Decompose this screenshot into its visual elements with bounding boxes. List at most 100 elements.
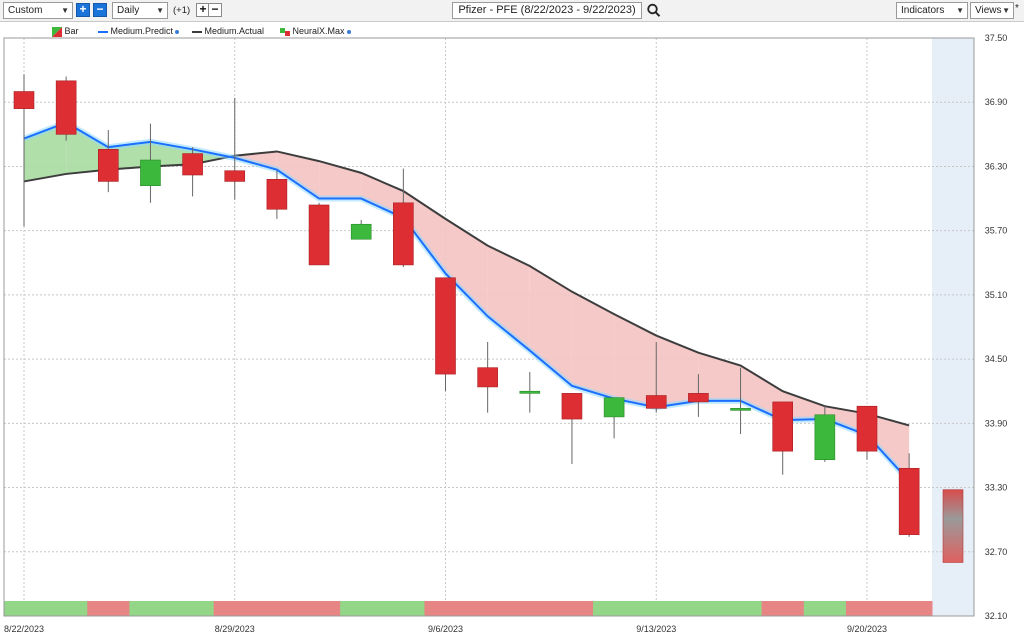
line-legend-icon xyxy=(98,30,108,33)
legend-item-bar[interactable]: Bar xyxy=(52,24,79,38)
neuralx-segment xyxy=(382,601,425,616)
candle-body xyxy=(772,401,794,452)
x-tick-label: 9/20/2023 xyxy=(847,624,887,634)
neuralx-segment xyxy=(803,601,847,616)
neuralx-segment xyxy=(550,601,594,616)
fill-predict-below xyxy=(782,391,825,421)
neuralx-segment xyxy=(424,601,468,616)
candle-body xyxy=(898,467,920,535)
neuralx-segment xyxy=(593,601,636,616)
candle-body xyxy=(13,91,35,109)
fill-predict-below xyxy=(656,335,699,408)
range-select-value: Custom xyxy=(8,5,43,16)
chart-title: Pfizer - PFE (8/22/2023 - 9/22/2023) xyxy=(452,2,642,19)
interval-select[interactable]: Daily ▼ xyxy=(112,2,168,19)
candle-body xyxy=(730,408,751,411)
fill-predict-below xyxy=(740,365,783,421)
plot-area xyxy=(4,38,974,616)
y-tick-label: 36.30 xyxy=(985,161,1008,171)
zoom-in-button[interactable]: + xyxy=(76,3,90,17)
fill-predict-below xyxy=(867,413,910,482)
neuralx-segment xyxy=(719,601,763,616)
y-tick-label: 37.50 xyxy=(985,33,1008,43)
candle-body xyxy=(55,80,77,135)
neuralx-segment xyxy=(677,601,720,616)
legend-item-actual[interactable]: Medium.Actual xyxy=(192,24,264,38)
offset-minus-button[interactable]: − xyxy=(208,3,222,17)
neuralx-segment xyxy=(466,601,510,616)
indicators-select[interactable]: Indicators ▼ xyxy=(896,2,968,19)
fill-predict-above xyxy=(66,122,109,174)
legend-item-neuralx[interactable]: NeuralX.Max xyxy=(280,24,351,38)
candle-body xyxy=(224,170,246,182)
line-legend-icon xyxy=(192,30,202,33)
pin-icon[interactable]: * xyxy=(1015,3,1019,14)
fill-predict-below xyxy=(403,191,446,274)
candle-body xyxy=(393,202,414,266)
neuralx-segment xyxy=(4,601,46,616)
views-select[interactable]: Views ▼ xyxy=(970,2,1014,19)
y-tick-label: 33.90 xyxy=(985,418,1008,428)
candle-body xyxy=(645,395,667,409)
candle-body xyxy=(266,178,288,210)
y-tick-label: 36.90 xyxy=(985,97,1008,107)
info-dot-icon[interactable] xyxy=(175,29,180,34)
neuralx-segment xyxy=(340,601,383,616)
legend-bar-label: Bar xyxy=(64,26,79,36)
x-tick-label: 9/13/2023 xyxy=(636,624,676,634)
neuralx-segment xyxy=(171,601,215,616)
candle-body xyxy=(688,393,709,403)
predict-series-line xyxy=(23,121,910,482)
candle-body xyxy=(477,367,498,388)
candle-body xyxy=(603,397,625,418)
candle-body xyxy=(561,393,583,420)
y-tick-label: 32.70 xyxy=(985,547,1008,557)
interval-select-value: Daily xyxy=(117,5,140,16)
neuralx-legend-icon xyxy=(280,27,290,36)
neuralx-segment xyxy=(213,601,257,616)
range-select[interactable]: Custom ▼ xyxy=(3,2,73,19)
actual-series-line xyxy=(23,150,910,427)
candle-body xyxy=(98,149,119,182)
y-tick-label: 34.50 xyxy=(985,354,1008,364)
neuralx-segment xyxy=(845,601,889,616)
chevron-down-icon: ▼ xyxy=(1002,6,1010,15)
candle-body xyxy=(519,390,541,394)
legend-predict-label: Medium.Predict xyxy=(110,26,174,36)
chevron-down-icon: ▼ xyxy=(156,6,164,15)
neuralx-segment xyxy=(761,601,805,616)
legend-neuralx-label: NeuralX.Max xyxy=(292,26,345,36)
y-tick-label: 33.30 xyxy=(985,483,1008,493)
candle-body xyxy=(140,159,161,187)
fill-predict-below xyxy=(276,151,320,199)
chevron-down-icon: ▼ xyxy=(61,6,69,15)
y-tick-label: 35.70 xyxy=(985,226,1008,236)
legend-item-predict[interactable]: Medium.Predict xyxy=(98,24,180,38)
x-tick-label: 8/22/2023 xyxy=(4,624,44,634)
candle-body xyxy=(182,153,203,176)
neuralx-segment xyxy=(129,601,173,616)
views-label: Views xyxy=(975,5,1002,16)
y-tick-label: 35.10 xyxy=(985,290,1008,300)
fill-predict-below xyxy=(824,406,867,436)
info-dot-icon[interactable] xyxy=(346,29,351,34)
zoom-out-button[interactable]: − xyxy=(93,3,107,17)
candle-body xyxy=(856,405,878,452)
search-icon[interactable] xyxy=(646,2,662,19)
neuralx-segment xyxy=(508,601,552,616)
neuralx-segment xyxy=(635,601,678,616)
neuralx-segment xyxy=(255,601,299,616)
fill-predict-below xyxy=(698,352,741,401)
neuralx-segment xyxy=(45,601,88,616)
offset-plus-button[interactable]: + xyxy=(196,3,210,17)
legend-actual-label: Medium.Actual xyxy=(204,26,265,36)
offset-label: (+1) xyxy=(173,5,191,16)
neuralx-segment xyxy=(888,601,933,616)
neuralx-segment xyxy=(87,601,130,616)
chevron-down-icon: ▼ xyxy=(956,6,964,15)
y-tick-label: 32.10 xyxy=(985,611,1008,621)
candle-body xyxy=(350,223,372,240)
toolbar: Custom ▼ + − Daily ▼ (+1) + − Pfizer - P… xyxy=(0,0,1024,22)
candle-body xyxy=(435,277,456,375)
